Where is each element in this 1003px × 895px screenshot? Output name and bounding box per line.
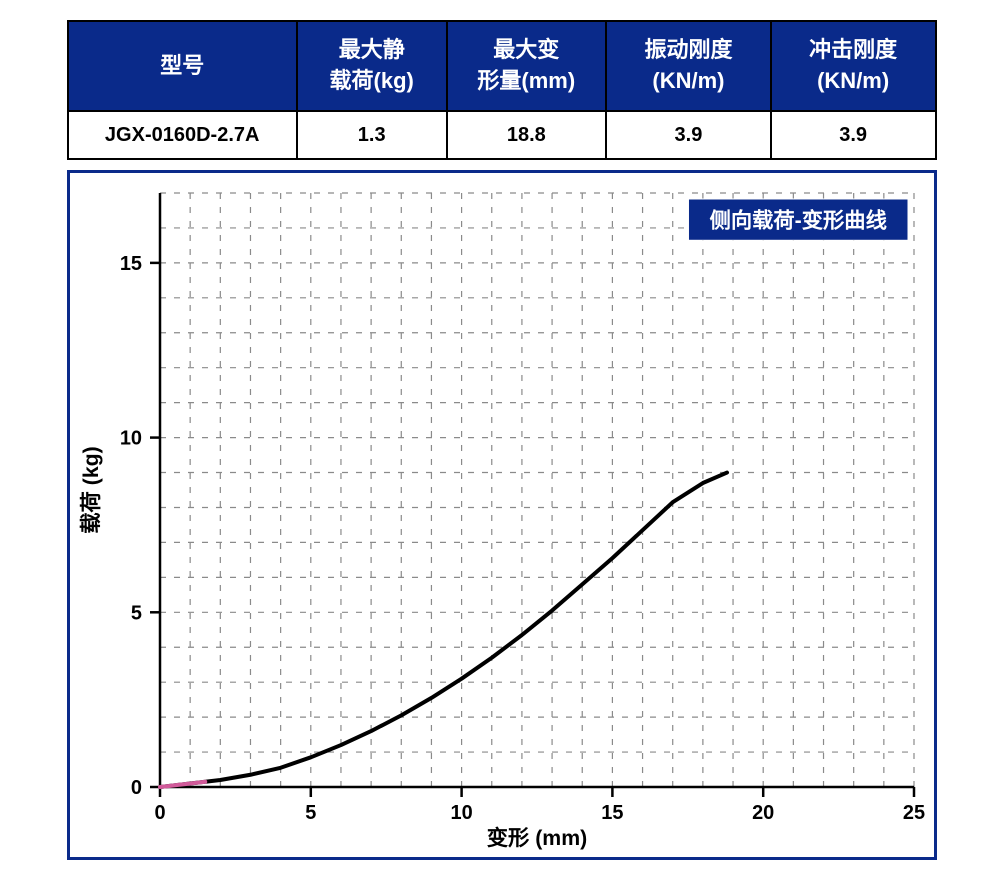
table-cell: 3.9 xyxy=(771,111,936,159)
load-deformation-chart: 0 5 10 15 20 25 0 5 10 15 变形 (mm) 载荷 (kg) 侧向载荷-变形曲线 xyxy=(70,173,934,857)
table-cell: JGX-0160D-2.7A xyxy=(68,111,297,159)
table-header-cell: 型号 xyxy=(68,21,297,111)
legend-label: 侧向载荷-变形曲线 xyxy=(709,207,886,232)
spec-table: 型号最大静载荷(kg)最大变形量(mm)振动刚度(KN/m)冲击刚度(KN/m)… xyxy=(67,20,937,160)
table-row: JGX-0160D-2.7A1.318.83.93.9 xyxy=(68,111,936,159)
svg-text:15: 15 xyxy=(601,802,623,824)
table-cell: 18.8 xyxy=(447,111,607,159)
y-axis-label: 载荷 (kg) xyxy=(78,446,103,533)
svg-text:15: 15 xyxy=(119,253,141,275)
svg-text:10: 10 xyxy=(450,802,472,824)
table-header-cell: 最大变形量(mm) xyxy=(447,21,607,111)
svg-text:5: 5 xyxy=(305,802,316,824)
table-cell: 1.3 xyxy=(297,111,447,159)
x-axis-label: 变形 (mm) xyxy=(486,825,586,850)
svg-text:25: 25 xyxy=(902,802,924,824)
chart-container: 0 5 10 15 20 25 0 5 10 15 变形 (mm) 载荷 (kg) 侧向载荷-变形曲线 xyxy=(67,170,937,860)
table-header-cell: 最大静载荷(kg) xyxy=(297,21,447,111)
svg-text:0: 0 xyxy=(154,802,165,824)
table-header-cell: 振动刚度(KN/m) xyxy=(606,21,771,111)
svg-text:0: 0 xyxy=(130,777,141,799)
table-header-cell: 冲击刚度(KN/m) xyxy=(771,21,936,111)
svg-text:10: 10 xyxy=(119,428,141,450)
svg-text:20: 20 xyxy=(752,802,774,824)
table-cell: 3.9 xyxy=(606,111,771,159)
svg-text:5: 5 xyxy=(130,602,141,624)
